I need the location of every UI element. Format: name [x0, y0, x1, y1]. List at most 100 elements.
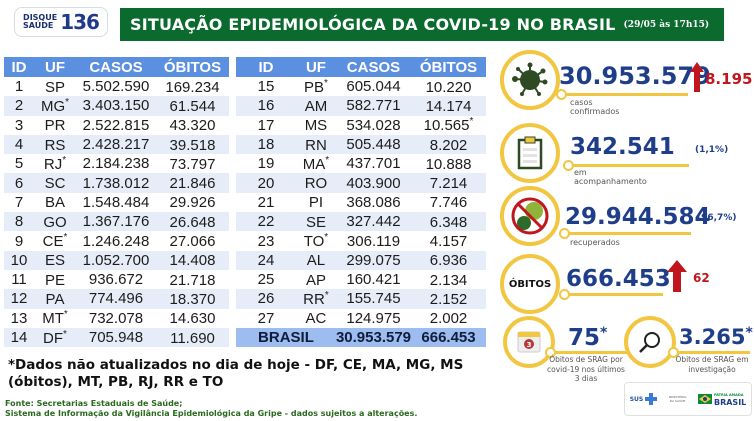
cell-uf: AL [295, 250, 336, 270]
cell-id: 23 [236, 231, 296, 250]
col-casos: CASOS [76, 57, 156, 77]
cell-uf-value: RN [305, 136, 327, 154]
cell-id-value: 26 [257, 290, 275, 308]
cell-uf-value: SC [44, 175, 66, 193]
cell-uf-value: AM [304, 97, 328, 115]
table-row: 12 PA 774.496 18.370 [4, 289, 229, 309]
states-table-left: ID UF CASOS ÓBITOS 1 SP 5.502.590 169.234 2 M… [4, 57, 229, 348]
confirmed-value: 30.953.579 [559, 62, 711, 90]
cell-casos-value: 306.119 [346, 232, 401, 250]
cell-casos: 403.900 [335, 173, 412, 193]
cell-id-value: 11 [11, 271, 27, 289]
cell-id: 22 [236, 212, 296, 232]
col-casos: CASOS [335, 57, 412, 77]
line-dot [545, 347, 556, 358]
cell-id: 12 [4, 289, 34, 309]
line-dot [563, 160, 574, 171]
monitoring-value: 342.541 [570, 134, 675, 160]
asterisk-mark: * [63, 232, 68, 244]
asterisk-mark: * [63, 328, 67, 340]
cell-casos: 5.502.590 [76, 77, 156, 96]
cell-uf-value: BA [44, 194, 65, 212]
cell-id-value: 16 [257, 97, 275, 115]
cell-id-value: 6 [14, 174, 24, 192]
cell-id: 24 [236, 250, 296, 270]
cell-obitos: 14.408 [156, 250, 229, 270]
srag-recent-label: Óbitos de SRAG por covid-19 nos últimos … [547, 355, 625, 383]
cell-obitos: 7.214 [411, 173, 486, 193]
cell-obitos: 10.220 [411, 77, 486, 96]
cell-casos-value: 5.502.590 [82, 78, 150, 96]
cell-uf: RR* [295, 289, 336, 309]
cell-casos: 1.052.700 [76, 250, 156, 270]
cell-obitos: 73.797 [156, 154, 229, 173]
cell-obitos-value: 2.002 [429, 310, 468, 328]
cell-uf: AM [295, 96, 336, 116]
cell-obitos: 169.234 [156, 77, 229, 96]
source-line1: Fonte: Secretarias Estaduais de Saúde; [5, 399, 183, 408]
cell-id-value: 12 [10, 290, 28, 308]
cell-casos: 437.701 [336, 154, 411, 173]
no-virus-icon [500, 186, 560, 246]
srag-investigation-number: 3.265 [679, 325, 746, 349]
recovered-pct: (96,7%) [697, 213, 737, 223]
table-row: 5 RJ* 2.184.238 73.797 [4, 154, 229, 173]
cell-casos: 1.367.176 [76, 212, 156, 232]
cell-id-value: 23 [257, 232, 275, 250]
cell-id-value: 4 [14, 136, 24, 154]
cell-uf: ES [34, 250, 76, 270]
cell-uf-value: RO [304, 175, 328, 193]
cell-casos-value: 1.052.700 [82, 251, 150, 269]
srag-recent-number: 75 [568, 325, 601, 351]
cell-uf: PI [296, 193, 336, 212]
asterisk-mark: * [325, 154, 330, 166]
table-row: 27 AC 124.975 2.002 [236, 309, 486, 328]
cell-casos: 155.745 [335, 289, 412, 309]
cell-obitos-value: 21.846 [169, 175, 216, 193]
cell-id-value: 10 [10, 251, 28, 269]
cell-uf-value: MS [304, 117, 328, 135]
cell-id: 14 [4, 327, 34, 348]
cell-id: 26 [236, 289, 296, 309]
cell-uf-value: SP [44, 78, 65, 96]
cell-uf: RJ* [34, 154, 76, 173]
cell-uf-value: PI [308, 194, 324, 212]
cell-uf: TO* [296, 231, 336, 250]
cell-obitos: 18.370 [156, 289, 229, 309]
cell-id: 15 [236, 77, 296, 96]
line-dot [559, 228, 570, 239]
cell-casos: 2.428.217 [76, 134, 156, 155]
cell-casos: 605.044 [336, 77, 411, 96]
cell-uf: AP [296, 270, 336, 289]
confirmed-label: casos confirmados [570, 98, 620, 116]
brasil-text: PÁTRIA AMADA BRASIL [713, 392, 747, 407]
cell-casos: 705.948 [76, 327, 156, 348]
deaths-badge: ÓBITOS [500, 254, 560, 314]
cell-casos-value: 936.672 [88, 271, 144, 289]
flag-icon [697, 394, 712, 404]
srag-investigation-label: Óbitos de SRAG em investigação [675, 355, 749, 374]
cell-obitos-value: 11.690 [170, 329, 215, 347]
cell-uf: DF* [34, 327, 76, 348]
asterisk-mark: * [63, 309, 68, 321]
cell-obitos: 2.002 [411, 309, 486, 328]
cell-casos-value: 705.948 [88, 329, 144, 346]
states-table-right: ID UF CASOS ÓBITOS 15 PB* 605.044 10.220 16 A… [236, 57, 486, 348]
cell-uf: MT* [34, 309, 76, 328]
cell-id: 4 [4, 134, 34, 155]
cell-uf: RS [34, 134, 76, 155]
cell-casos-value: 2.428.217 [82, 136, 150, 154]
cell-uf-value: PA [45, 290, 65, 308]
cell-id: 21 [236, 193, 296, 212]
cell-obitos-value: 43.320 [169, 117, 216, 135]
calendar-number: 3 [527, 341, 532, 349]
gov-text: BRASIL [713, 398, 747, 407]
cell-obitos: 21.718 [156, 270, 229, 289]
table-row: 21 PI 368.086 7.746 [236, 193, 486, 212]
table-row: 4 RS 2.428.217 39.518 [4, 134, 229, 155]
ministry-logo: MINISTÉRIO DA SAÚDE [668, 395, 687, 403]
monitoring-pct: (1,1%) [695, 145, 729, 155]
cell-uf: MS [296, 116, 336, 135]
cell-id: 2 [4, 96, 34, 116]
cell-uf-value: AL [306, 252, 326, 270]
